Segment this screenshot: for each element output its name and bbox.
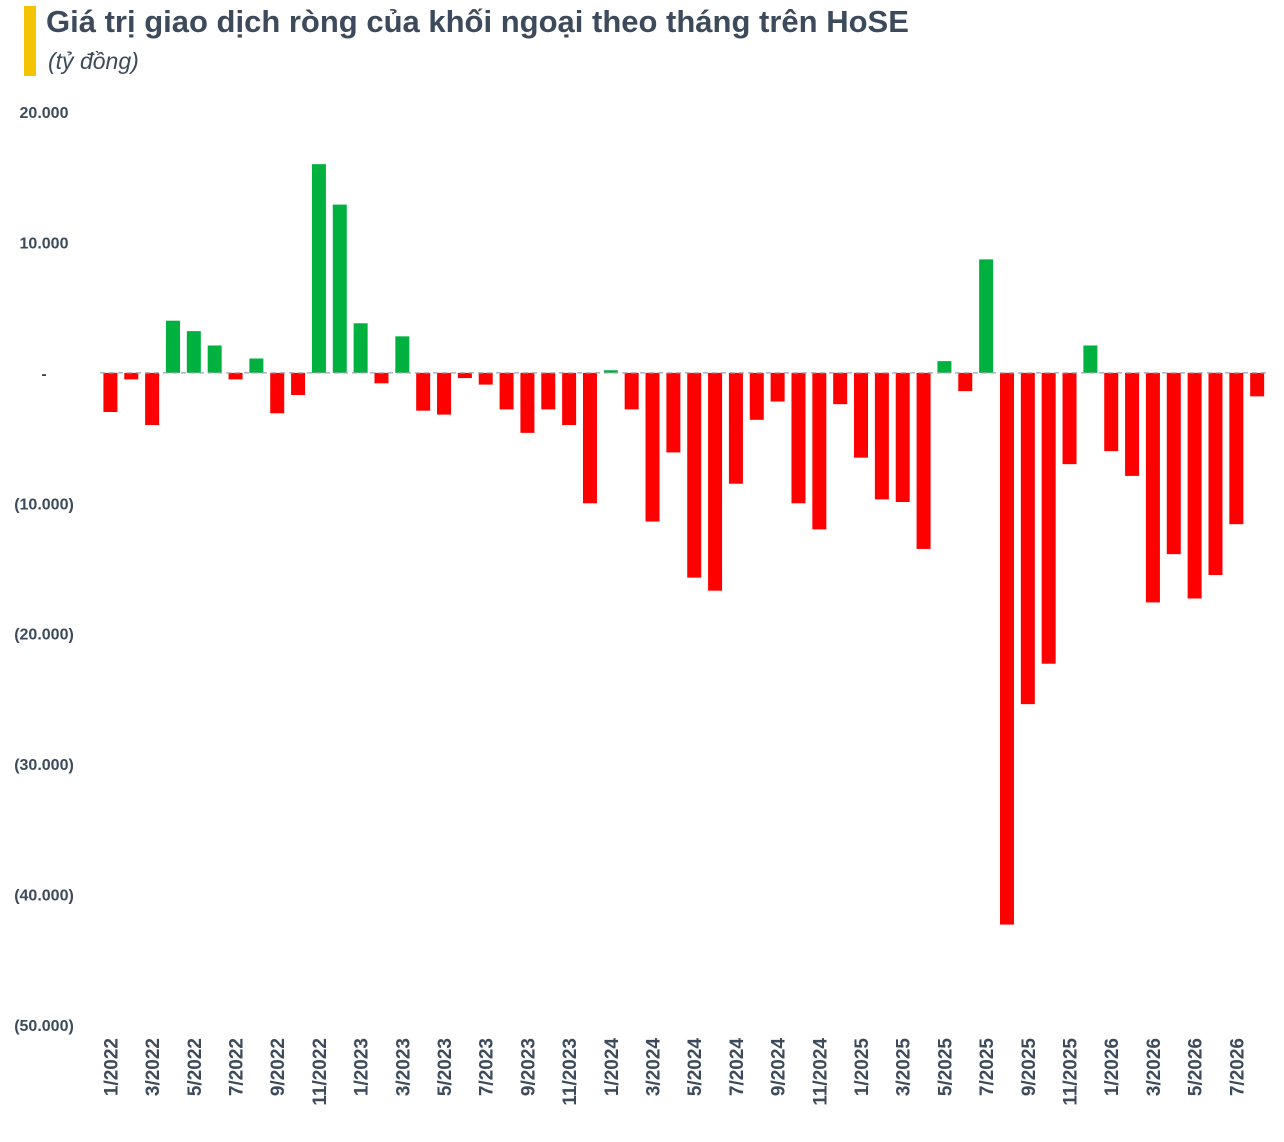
bar-9-2022	[270, 372, 285, 414]
bar-7-2023	[478, 372, 493, 385]
x-tick-label: 1/2024	[602, 1038, 623, 1097]
y-tick-label: (40.000)	[14, 888, 74, 905]
chart-title: Giá trị giao dịch ròng của khối ngoại th…	[46, 4, 909, 39]
bar-3-2022	[145, 372, 160, 426]
x-tick-label: 7/2022	[227, 1038, 248, 1096]
y-tick-label: 20.000	[20, 105, 69, 122]
bar-4-2023	[416, 372, 431, 411]
bar-7-2025	[979, 259, 994, 373]
y-tick-label: (10.000)	[14, 496, 74, 513]
bar-9-2025	[1020, 372, 1035, 705]
bar-9-2023	[520, 372, 535, 433]
bar-11-2023	[562, 372, 577, 426]
x-tick-label: 3/2026	[1144, 1038, 1165, 1096]
x-tick-label: 7/2026	[1227, 1038, 1248, 1096]
bar-12-2022	[332, 204, 347, 373]
bar-4-2024	[666, 372, 681, 453]
bar-7-2024	[728, 372, 743, 484]
x-tick-label: 5/2023	[435, 1038, 456, 1096]
x-tick-label: 11/2022	[310, 1038, 331, 1106]
bar-10-2022	[291, 372, 306, 396]
bar-5-2024	[687, 372, 702, 578]
bar-8-2024	[749, 372, 764, 420]
x-tick-label: 9/2025	[1019, 1038, 1040, 1097]
x-tick-label: 1/2023	[352, 1038, 373, 1096]
bar-5-2023	[437, 372, 452, 415]
bar-8-2022	[249, 358, 264, 373]
x-tick-label: 9/2023	[518, 1038, 539, 1096]
x-tick-label: 9/2024	[769, 1038, 790, 1097]
bar-11-2022	[311, 164, 326, 373]
bar-1-2026	[1104, 372, 1119, 452]
bar-1-2024	[603, 370, 618, 373]
bar-11-2025	[1062, 372, 1077, 465]
x-tick-label: 7/2025	[977, 1038, 998, 1097]
bar-8-2026	[1250, 372, 1265, 397]
bar-2-2022	[124, 372, 139, 380]
bar-6-2025	[958, 372, 973, 392]
bar-5-2022	[186, 331, 201, 373]
bar-8-2023	[499, 372, 514, 410]
bar-4-2026	[1166, 372, 1181, 555]
x-tick-label: 5/2025	[935, 1038, 956, 1097]
bar-10-2024	[791, 372, 806, 504]
x-tick-label: 7/2023	[477, 1038, 498, 1096]
bar-4-2022	[165, 320, 180, 373]
x-tick-label: 3/2025	[894, 1038, 915, 1097]
bar-7-2022	[228, 372, 243, 380]
x-tick-label: 3/2023	[393, 1038, 414, 1096]
y-tick-label: (50.000)	[14, 1018, 74, 1035]
x-tick-label: 5/2026	[1186, 1038, 1207, 1096]
bar-9-2024	[770, 372, 785, 402]
bar-2-2026	[1125, 372, 1140, 476]
bar-4-2025	[916, 372, 931, 549]
bar-6-2023	[457, 372, 472, 379]
bar-2-2024	[624, 372, 639, 410]
x-tick-label: 1/2022	[101, 1038, 122, 1096]
bar-12-2024	[833, 372, 848, 405]
bar-6-2024	[708, 372, 723, 591]
x-tick-label: 11/2025	[1061, 1038, 1082, 1106]
title-accent-bar	[24, 6, 36, 76]
x-tick-label: 1/2025	[852, 1038, 873, 1097]
chart-subtitle: (tỷ đồng)	[48, 48, 139, 74]
bar-10-2023	[541, 372, 556, 410]
bar-1-2023	[353, 323, 368, 373]
bar-3-2023	[395, 336, 410, 373]
bar-8-2025	[999, 372, 1014, 925]
bar-6-2026	[1208, 372, 1223, 576]
y-tick-label: (30.000)	[14, 757, 74, 774]
x-tick-label: 7/2024	[727, 1038, 748, 1097]
bar-3-2025	[895, 372, 910, 502]
bar-6-2022	[207, 345, 222, 373]
x-tick-label: 9/2022	[268, 1038, 289, 1096]
x-tick-label: 1/2026	[1102, 1038, 1123, 1096]
bar-2-2023	[374, 372, 389, 384]
x-tick-label: 5/2022	[185, 1038, 206, 1096]
bar-3-2024	[645, 372, 660, 522]
bar-2-2025	[874, 372, 889, 500]
x-tick-label: 5/2024	[685, 1038, 706, 1097]
bar-12-2023	[582, 372, 597, 504]
x-tick-label: 11/2023	[560, 1038, 581, 1106]
x-tick-label: 3/2022	[143, 1038, 164, 1096]
y-tick-label: 10.000	[20, 235, 69, 252]
y-tick-label: -	[41, 366, 46, 383]
x-tick-label: 3/2024	[644, 1038, 665, 1097]
bar-1-2022	[103, 372, 118, 412]
bar-1-2025	[854, 372, 869, 458]
bar-7-2026	[1229, 372, 1244, 525]
y-tick-label: (20.000)	[14, 627, 74, 644]
bar-12-2025	[1083, 345, 1098, 373]
bar-5-2026	[1187, 372, 1202, 599]
bar-10-2025	[1041, 372, 1056, 664]
bar-3-2026	[1145, 372, 1160, 603]
bar-11-2024	[812, 372, 827, 530]
x-tick-label: 11/2024	[810, 1038, 831, 1106]
bar-5-2025	[937, 361, 952, 373]
